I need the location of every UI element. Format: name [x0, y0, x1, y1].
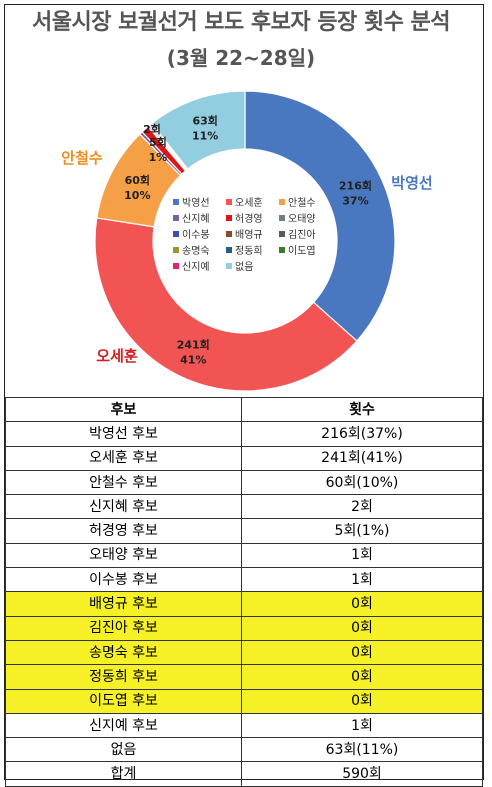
table-cell-candidate: 합계: [5, 761, 242, 787]
table-cell-candidate: 이도엽 후보: [5, 688, 242, 714]
table-row: 정동희 후보 0회: [5, 664, 483, 690]
legend-swatch: [279, 247, 285, 253]
table-cell-count: 1회: [241, 712, 483, 739]
category-label: 안철수: [61, 149, 103, 167]
legend-swatch: [226, 247, 232, 253]
table-cell-count: 0회: [241, 615, 483, 641]
table-cell-count: 0회: [241, 688, 483, 714]
table-row: 이수봉 후보 1회: [5, 567, 483, 593]
table-cell-count: 1회: [241, 542, 483, 569]
table-cell-count: 241회(41%): [241, 445, 483, 471]
legend-swatch: [173, 247, 179, 253]
table-cell-candidate: 이수봉 후보: [5, 567, 242, 593]
table-cell-candidate: 송명숙 후보: [5, 639, 242, 666]
table-cell-candidate: 박영선 후보: [5, 421, 242, 447]
table-cell-candidate: 김진아 후보: [5, 615, 242, 641]
table-row: 송명숙 후보 0회: [5, 639, 483, 666]
table-cell-count: 5회(1%): [241, 518, 483, 544]
legend-label: 박영선: [182, 197, 210, 209]
table-cell-candidate: 안철수 후보: [5, 469, 242, 496]
legend-swatch: [279, 215, 285, 221]
data-label: 11%: [192, 130, 218, 143]
table-row: 신지혜 후보 2회: [5, 494, 483, 520]
legend-swatch: [173, 215, 179, 221]
donut-chart: 216회37%241회41%60회10%2회5회1%63회11%박영선오세훈안철…: [61, 90, 433, 392]
table-cell-candidate: 오태양 후보: [5, 542, 242, 569]
category-label: 박영선: [391, 174, 432, 192]
data-label: 241회: [177, 337, 210, 351]
legend-swatch: [279, 199, 285, 205]
table-row: 안철수 후보 60회(10%): [5, 469, 483, 496]
table-cell-count: 0회: [241, 591, 483, 617]
data-label: 1%: [149, 151, 168, 164]
legend-swatch: [173, 231, 179, 237]
legend-label: 오세훈: [235, 196, 263, 209]
data-label: 216회: [339, 179, 372, 193]
table-row: 없음 63회(11%): [5, 737, 483, 763]
legend-label: 송명숙: [182, 245, 210, 257]
table-row: 박영선 후보 216회(37%): [5, 421, 483, 447]
table-cell-count: 63회(11%): [241, 737, 483, 763]
table-cell-candidate: 허경영 후보: [5, 518, 242, 544]
data-label: 5회: [149, 135, 167, 149]
legend-label: 안철수: [288, 197, 316, 209]
table-cell-count: 216회(37%): [241, 421, 483, 447]
table-row: 이도엽 후보 0회: [5, 688, 483, 714]
legend-label: 배영규: [235, 229, 263, 241]
table-cell-count: 0회: [241, 664, 483, 690]
legend-label: 신지예: [182, 261, 210, 273]
legend-label: 이수봉: [182, 229, 210, 241]
legend-swatch: [226, 215, 232, 221]
legend-swatch: [173, 199, 179, 205]
data-label: 10%: [124, 189, 150, 202]
data-label: 41%: [180, 353, 206, 366]
table-cell-count: 1회: [241, 567, 483, 593]
table-header-candidate: 후보: [5, 396, 242, 423]
legend-label: 없음: [235, 260, 253, 273]
data-label: 60회: [125, 173, 150, 187]
pie-slice: [94, 217, 358, 392]
table-row: 오세훈 후보 241회(41%): [5, 445, 483, 471]
legend-label: 김진아: [288, 229, 316, 241]
table-cell-candidate: 정동희 후보: [5, 664, 242, 690]
data-label: 37%: [342, 195, 368, 208]
table-cell-count: 2회: [241, 494, 483, 520]
legend-label: 오태양: [288, 213, 316, 225]
legend-swatch: [226, 231, 232, 237]
legend-label: 허경영: [235, 212, 263, 225]
table-cell-candidate: 없음: [5, 737, 242, 763]
table-cell-candidate: 오세훈 후보: [5, 445, 242, 471]
table-header-count: 횟수: [241, 396, 483, 423]
table-cell-count: 590회: [241, 761, 483, 787]
table-row: 허경영 후보 5회(1%): [5, 518, 483, 544]
table-row: 신지예 후보 1회: [5, 712, 483, 739]
table-cell-count: 60회(10%): [241, 469, 483, 496]
count-table: 후보 횟수 박영선 후보 216회(37%) 오세훈 후보 241회(41%) 안철수 …: [5, 396, 483, 787]
chart-subtitle: (3월 22~28일): [166, 46, 316, 70]
legend-label: 신지혜: [182, 213, 210, 225]
pie-slice: [244, 90, 396, 342]
data-label: 2회: [143, 122, 161, 136]
legend-swatch: [279, 231, 285, 237]
table-row: 오태양 후보 1회: [5, 542, 483, 569]
table-header-row: 후보 횟수: [5, 396, 483, 423]
legend-swatch: [226, 263, 232, 269]
legend-swatch: [226, 199, 232, 205]
chart-title: 서울시장 보궐선거 보도 후보자 등장 횟수 분석: [31, 10, 451, 35]
table-row: 김진아 후보 0회: [5, 615, 483, 641]
legend-label: 이도엽: [288, 245, 316, 257]
table-cell-candidate: 배영규 후보: [5, 591, 242, 617]
table-row: 배영규 후보 0회: [5, 591, 483, 617]
data-label: 63회: [192, 114, 217, 128]
table-cell-candidate: 신지예 후보: [5, 712, 242, 739]
pie-slice: [150, 90, 246, 170]
legend-swatch: [173, 263, 179, 269]
table-row: 합계 590회: [5, 761, 483, 787]
category-label: 오세훈: [96, 347, 138, 365]
legend-label: 정동희: [235, 245, 263, 257]
table-cell-candidate: 신지혜 후보: [5, 494, 242, 520]
table-cell-count: 0회: [241, 639, 483, 666]
